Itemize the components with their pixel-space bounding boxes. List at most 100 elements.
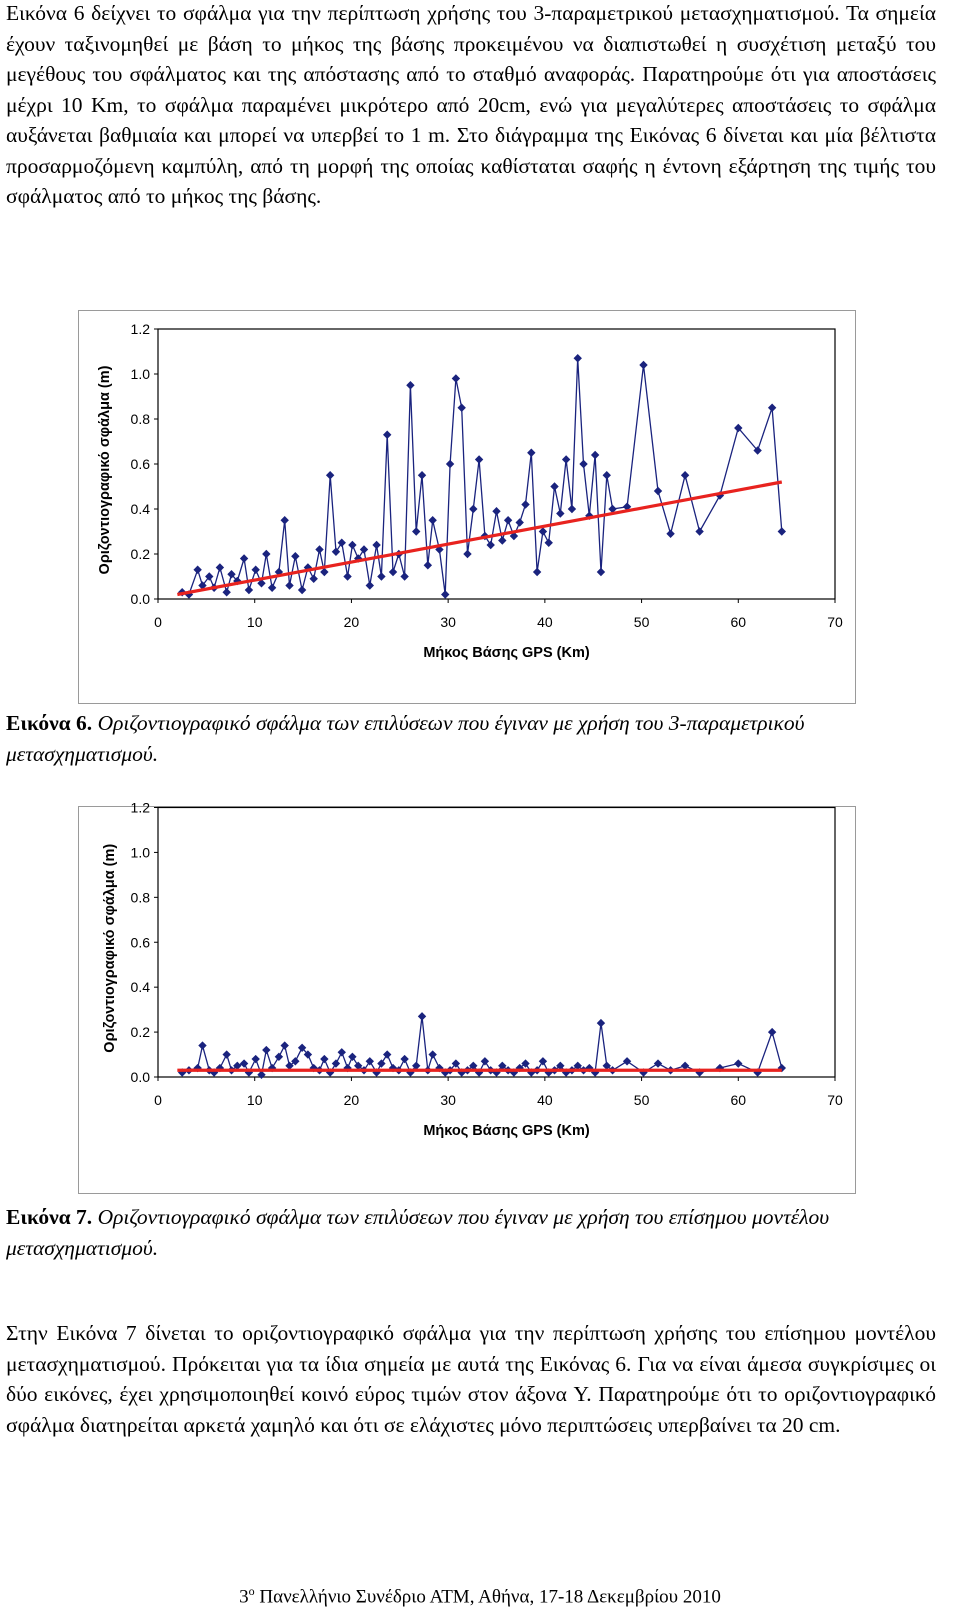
- plot-area-frame: [157, 806, 836, 1078]
- series-line: [181, 358, 783, 596]
- data-point: [222, 1050, 231, 1059]
- data-point: [579, 459, 588, 469]
- data-point: [274, 1052, 284, 1061]
- x-tick-label: 50: [634, 614, 650, 630]
- data-point: [639, 360, 648, 370]
- data-point: [417, 1012, 427, 1021]
- data-point: [198, 581, 207, 590]
- data-point: [753, 446, 762, 455]
- data-point: [417, 471, 427, 480]
- data-point: [509, 531, 519, 541]
- data-point: [622, 1057, 632, 1066]
- data-point: [359, 545, 369, 554]
- data-point: [257, 579, 266, 588]
- data-point: [474, 455, 484, 464]
- y-tick-label: 0.4: [131, 501, 151, 517]
- data-point: [538, 1057, 548, 1066]
- data-point: [320, 1054, 329, 1064]
- data-point: [556, 1061, 565, 1070]
- figure-7-caption-label: Εικόνα 7.: [6, 1205, 93, 1229]
- y-tick-label: 0.8: [131, 411, 151, 427]
- data-point: [267, 583, 277, 592]
- x-tick-label: 60: [730, 1092, 746, 1108]
- data-point: [596, 567, 606, 577]
- data-point: [423, 561, 433, 570]
- x-tick-label: 60: [730, 614, 746, 630]
- y-tick-label: 0.6: [131, 456, 151, 472]
- page-footer: 3ο Πανελλήνιο Συνέδριο ΑΤΜ, Αθήνα, 17-18…: [0, 1584, 960, 1608]
- y-tick-label: 0.6: [131, 934, 151, 950]
- x-axis-title: Μήκος Βάσης GPS (Km): [423, 1123, 590, 1139]
- data-point: [325, 471, 335, 480]
- data-point: [480, 1057, 490, 1066]
- y-tick-label: 0.8: [131, 889, 151, 905]
- data-point: [451, 1059, 461, 1068]
- data-point: [486, 540, 495, 550]
- data-point: [412, 527, 421, 536]
- data-point: [291, 552, 300, 561]
- data-point: [428, 516, 437, 525]
- data-point: [297, 585, 307, 595]
- y-tick-label: 1.0: [131, 844, 151, 860]
- data-point: [285, 581, 294, 590]
- data-point: [291, 1057, 300, 1066]
- data-point: [320, 567, 329, 577]
- x-tick-label: 20: [344, 1092, 360, 1108]
- x-tick-label: 10: [247, 614, 263, 630]
- data-point: [388, 567, 398, 577]
- figure-6-chart: 0.0 0.2 0.4 0.6 0.8 1.0 1.2 0 10 20 30 40 50 60 70 Μήκο…: [78, 310, 856, 704]
- y-tick-label: 0.0: [131, 591, 151, 607]
- data-point: [532, 567, 542, 577]
- x-tick-label: 0: [154, 614, 162, 630]
- footer-ordinal: 3: [239, 1586, 249, 1608]
- data-point: [445, 459, 455, 469]
- data-point: [561, 455, 571, 464]
- data-point: [527, 448, 536, 457]
- data-point: [239, 1059, 249, 1068]
- y-tick-label: 1.0: [131, 366, 151, 382]
- x-tick-label: 0: [154, 1092, 162, 1108]
- figure-7-plot: 0.0 0.2 0.4 0.6 0.8 1.0 1.2 0 10 20 30 40 50 60 70 Μήκο…: [102, 800, 843, 1140]
- figure-7-caption-text: Οριζοντιογραφικό σφάλμα των επιλύσεων πο…: [6, 1205, 830, 1260]
- plot-area-frame: [157, 328, 836, 600]
- x-tick-label: 20: [344, 614, 360, 630]
- x-tick-label: 30: [440, 1092, 456, 1108]
- data-point: [198, 1041, 207, 1050]
- data-point: [383, 1050, 392, 1059]
- data-point: [348, 1052, 357, 1061]
- trend-line: [177, 480, 783, 597]
- data-point: [383, 430, 392, 439]
- data-point: [608, 504, 617, 514]
- figure-6-caption: Εικόνα 6. Οριζοντιογραφικό σφάλμα των επ…: [6, 708, 936, 769]
- data-point: [622, 502, 632, 511]
- data-point: [377, 1059, 386, 1068]
- figure-6-caption-text: Οριζοντιογραφικό σφάλμα των επιλύσεων πο…: [6, 711, 805, 766]
- data-point: [251, 565, 260, 574]
- data-point: [331, 1059, 341, 1068]
- data-point: [343, 572, 352, 581]
- y-tick-label: 1.2: [131, 321, 151, 337]
- x-tick-label: 40: [537, 614, 553, 630]
- data-point: [239, 554, 249, 563]
- data-point: [205, 572, 214, 581]
- data-point: [400, 572, 409, 581]
- data-point: [441, 590, 450, 599]
- data-point: [244, 585, 254, 595]
- data-point: [544, 538, 553, 547]
- data-point: [193, 565, 202, 574]
- data-point: [348, 540, 357, 550]
- figure-7-chart: 0.0 0.2 0.4 0.6 0.8 1.0 1.2 0 10 20 30 40 50 60 70 Μήκο…: [78, 800, 856, 1194]
- footer-ordinal-suffix: ο: [248, 1584, 255, 1598]
- data-point: [590, 450, 600, 460]
- data-point: [331, 547, 341, 556]
- x-tick-label: 70: [827, 614, 843, 630]
- x-axis-title: Μήκος Βάσης GPS (Km): [423, 645, 590, 661]
- data-point: [280, 1041, 289, 1050]
- data-point: [365, 1057, 375, 1066]
- data-point: [372, 540, 381, 550]
- data-point: [251, 1054, 260, 1064]
- data-point: [337, 1048, 346, 1057]
- data-point: [451, 374, 461, 383]
- y-tick-label: 0.2: [131, 1024, 151, 1040]
- y-axis-title: Οριζοντιογραφικό σφάλμα (m): [102, 844, 118, 1053]
